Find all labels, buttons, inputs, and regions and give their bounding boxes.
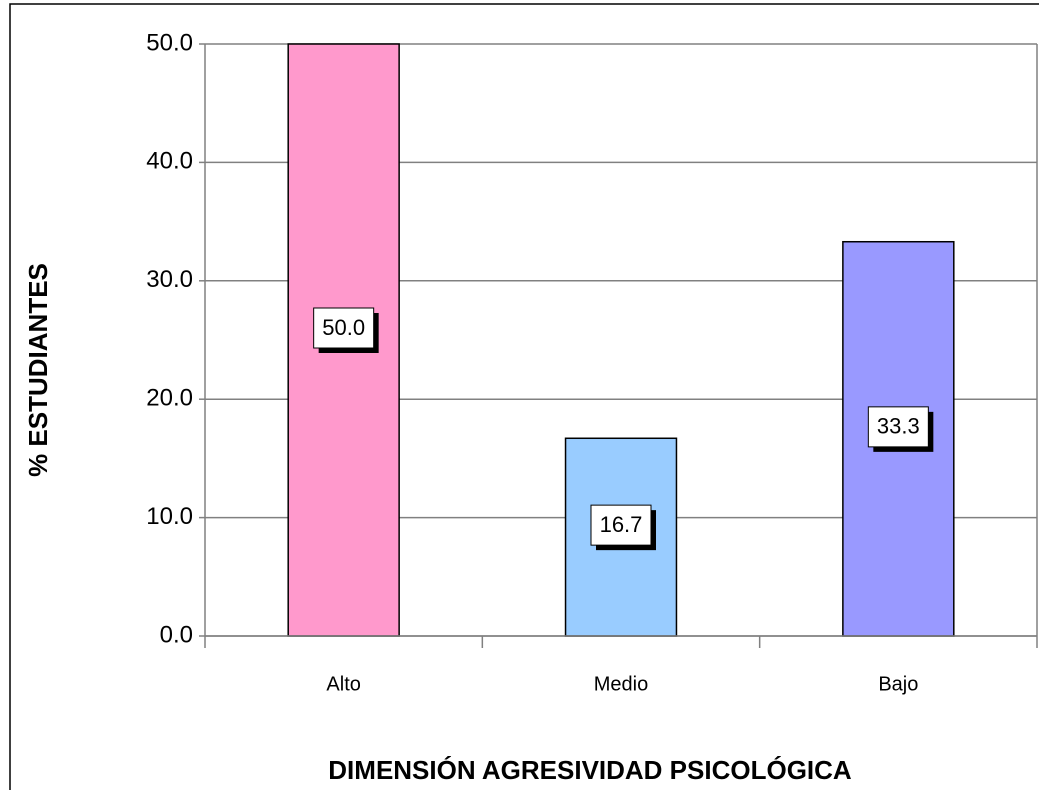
x-axis-title: DIMENSIÓN AGRESIVIDAD PSICOLÓGICA (328, 755, 852, 785)
label-box (867, 406, 929, 448)
x-tick-label: Medio (594, 673, 648, 695)
value-label: 16.7 (600, 512, 643, 537)
label-box (313, 307, 375, 349)
x-tick-label: Bajo (878, 673, 918, 695)
y-tick-label: 50.0 (146, 29, 193, 56)
y-tick-label: 20.0 (146, 385, 193, 412)
y-tick-label: 40.0 (146, 148, 193, 175)
y-tick-label: 10.0 (146, 503, 193, 530)
y-tick-label: 30.0 (146, 266, 193, 293)
label-box (590, 504, 652, 546)
x-tick-label: Alto (326, 673, 360, 695)
value-label: 50.0 (322, 315, 365, 340)
value-label: 33.3 (877, 414, 920, 439)
y-axis-title: % ESTUDIANTES (23, 263, 53, 477)
y-tick-label: 0.0 (160, 621, 193, 648)
